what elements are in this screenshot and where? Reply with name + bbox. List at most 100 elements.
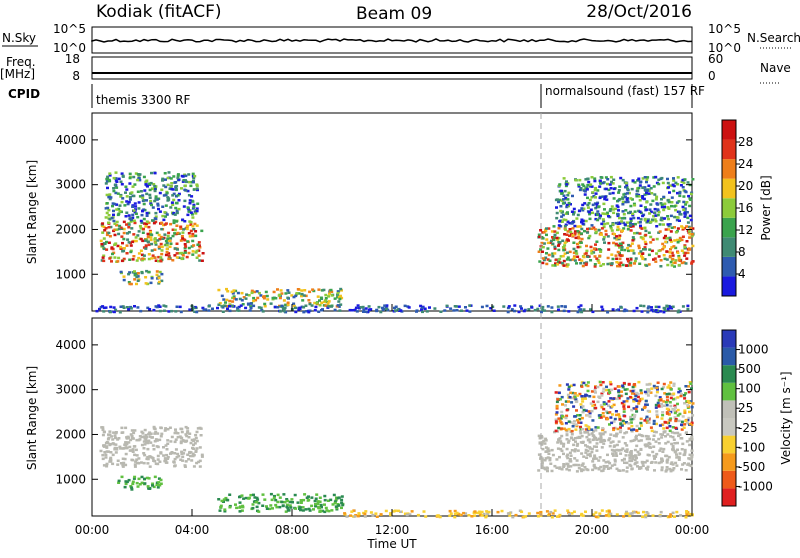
echo-cell — [276, 288, 279, 291]
echo-cell — [557, 227, 561, 230]
echo-cell — [615, 397, 619, 401]
echo-cell — [662, 195, 666, 199]
echo-cell — [579, 304, 583, 307]
echo-cell — [201, 252, 205, 255]
echo-cell — [638, 199, 642, 202]
echo-cell — [112, 209, 115, 213]
echo-cell — [162, 218, 166, 222]
echo-cell — [637, 402, 641, 405]
echo-cell — [194, 234, 198, 238]
echo-cell — [263, 498, 267, 501]
echo-cell — [674, 246, 678, 250]
echo-cell — [269, 492, 273, 496]
echo-cell — [594, 426, 598, 429]
echo-cell — [113, 434, 117, 437]
echo-cell — [621, 385, 625, 389]
echo-cell — [472, 511, 476, 515]
echo-cell — [286, 301, 290, 304]
echo-cell — [108, 197, 112, 201]
echo-cell — [489, 307, 493, 310]
echo-cell — [640, 391, 643, 395]
echo-cell — [164, 193, 168, 196]
echo-cell — [644, 229, 648, 233]
echo-cell — [665, 426, 669, 430]
echo-cell — [115, 208, 119, 211]
echo-cell — [642, 248, 645, 251]
echo-cell — [685, 400, 689, 403]
echo-cell — [233, 297, 236, 300]
echo-cell — [639, 439, 643, 442]
echo-cell — [172, 198, 176, 202]
echo-cell — [669, 248, 672, 251]
echo-cell — [644, 392, 648, 395]
echo-cell — [546, 469, 549, 473]
echo-cell — [617, 191, 621, 194]
echo-cell — [584, 262, 588, 265]
power-colorbar-swatch — [722, 217, 736, 238]
echo-cell — [671, 435, 675, 439]
echo-cell — [154, 197, 158, 200]
echo-cell — [666, 263, 670, 267]
echo-cell — [133, 210, 137, 214]
echo-cell — [575, 217, 579, 220]
echo-cell — [594, 406, 598, 410]
echo-cell — [232, 295, 236, 298]
echo-cell — [647, 263, 651, 266]
echo-cell — [101, 231, 105, 234]
echo-cell — [305, 310, 309, 313]
echo-cell — [626, 246, 630, 250]
echo-cell — [645, 383, 649, 386]
echo-cell — [142, 227, 145, 231]
echo-cell — [570, 429, 574, 433]
echo-cell — [614, 242, 618, 246]
echo-cell — [609, 416, 613, 419]
echo-cell — [664, 234, 667, 238]
echo-cell — [575, 400, 579, 403]
echo-cell — [192, 465, 196, 468]
echo-cell — [145, 179, 149, 182]
echo-cell — [218, 302, 222, 305]
echo-cell — [101, 244, 105, 248]
echo-cell — [629, 450, 633, 453]
echo-cell — [679, 514, 683, 517]
echo-cell — [480, 510, 484, 514]
echo-cell — [629, 464, 633, 468]
echo-cell — [175, 456, 179, 459]
echo-cell — [557, 224, 561, 227]
echo-cell — [582, 408, 586, 412]
echo-cell — [643, 246, 647, 249]
echo-cell — [112, 213, 115, 217]
echo-cell — [683, 210, 687, 213]
echo-cell — [176, 452, 180, 456]
echo-cell — [124, 463, 128, 467]
echo-cell — [599, 465, 603, 469]
echo-cell — [173, 247, 177, 250]
echo-cell — [579, 241, 583, 244]
velocity-colorbar-swatch — [722, 330, 736, 348]
echo-cell — [102, 310, 106, 313]
echo-cell — [180, 251, 184, 255]
echo-cell — [133, 221, 137, 225]
echo-cell — [666, 177, 669, 181]
echo-cell — [106, 441, 110, 445]
echo-cell — [156, 486, 160, 489]
echo-cell — [294, 294, 298, 298]
echo-cell — [615, 308, 619, 312]
echo-cell — [639, 204, 643, 207]
echo-cell — [581, 209, 585, 212]
echo-cell — [641, 177, 645, 180]
echo-cell — [581, 183, 585, 186]
echo-cell — [320, 301, 324, 304]
echo-cell — [477, 511, 481, 515]
echo-cell — [558, 419, 562, 423]
echo-cell — [624, 392, 628, 396]
echo-cell — [158, 460, 162, 463]
echo-cell — [604, 402, 608, 406]
echo-cell — [606, 453, 609, 457]
echo-cell — [194, 433, 198, 437]
echo-cell — [668, 223, 672, 226]
echo-cell — [580, 463, 584, 467]
echo-cell — [333, 297, 337, 300]
echo-cell — [291, 501, 294, 504]
echo-cell — [132, 175, 136, 179]
